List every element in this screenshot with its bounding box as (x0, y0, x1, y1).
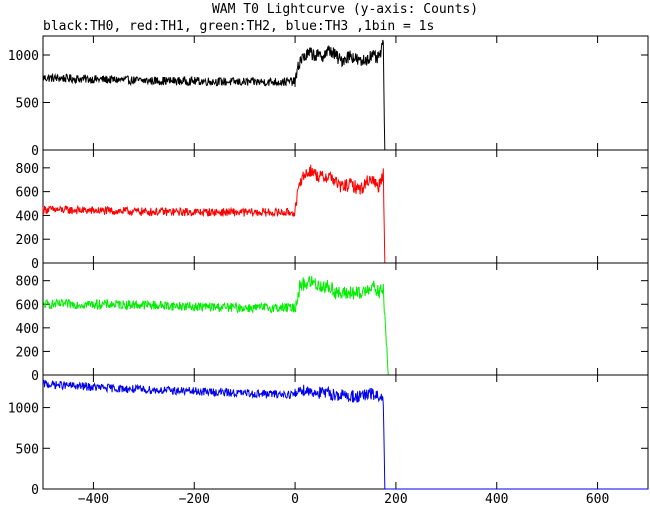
panel-th3: 0 500 1000 (8, 374, 649, 498)
y-tick-label: 200 (16, 233, 39, 248)
panel-frame (42, 262, 649, 376)
series-line-th1 (42, 164, 648, 264)
y-tick-label: 400 (16, 209, 39, 224)
chart-title: WAM T0 Lightcurve (y-axis: Counts) (212, 2, 478, 17)
y-tick-label: 500 (16, 442, 39, 457)
panel-th2: 0 200 400 600 800 (16, 262, 649, 384)
panels-group: 0 500 1000 0 200 400 600 800 0 200 400 600 800 0 500 10… (8, 35, 649, 498)
series-line-th2 (42, 275, 648, 376)
panel-th0: 0 500 1000 (8, 35, 649, 159)
y-tick-label: 800 (16, 275, 39, 290)
y-tick-label: 0 (31, 144, 39, 159)
y-tick-label: 1000 (8, 402, 39, 417)
y-tick-label: 600 (16, 298, 39, 313)
chart-subtitle: black:TH0, red:TH1, green:TH2, blue:TH3 … (43, 19, 434, 34)
panel-th1: 0 200 400 600 800 (16, 149, 649, 272)
y-tick-label: 800 (16, 162, 39, 177)
y-tick-label: 600 (16, 186, 39, 201)
panel-frame (42, 35, 649, 151)
panel-frame (42, 149, 649, 264)
y-tick-label: 200 (16, 345, 39, 360)
x-tick-label: −400 (78, 492, 109, 505)
series-line-th3 (42, 379, 648, 490)
x-tick-label: 0 (291, 492, 299, 505)
series-line-th0 (42, 39, 648, 151)
x-tick-label: −200 (179, 492, 210, 505)
y-tick-label: 400 (16, 322, 39, 337)
x-tick-label: 200 (384, 492, 407, 505)
y-tick-label: 0 (31, 257, 39, 272)
x-axis: −400 −200 0 200 400 600 (78, 492, 610, 505)
y-tick-label: 1000 (8, 49, 39, 64)
x-tick-label: 400 (485, 492, 508, 505)
y-tick-label: 0 (31, 483, 39, 498)
y-tick-label: 500 (16, 97, 39, 112)
panel-frame (42, 374, 649, 490)
y-tick-label: 0 (31, 369, 39, 384)
x-tick-label: 600 (586, 492, 609, 505)
